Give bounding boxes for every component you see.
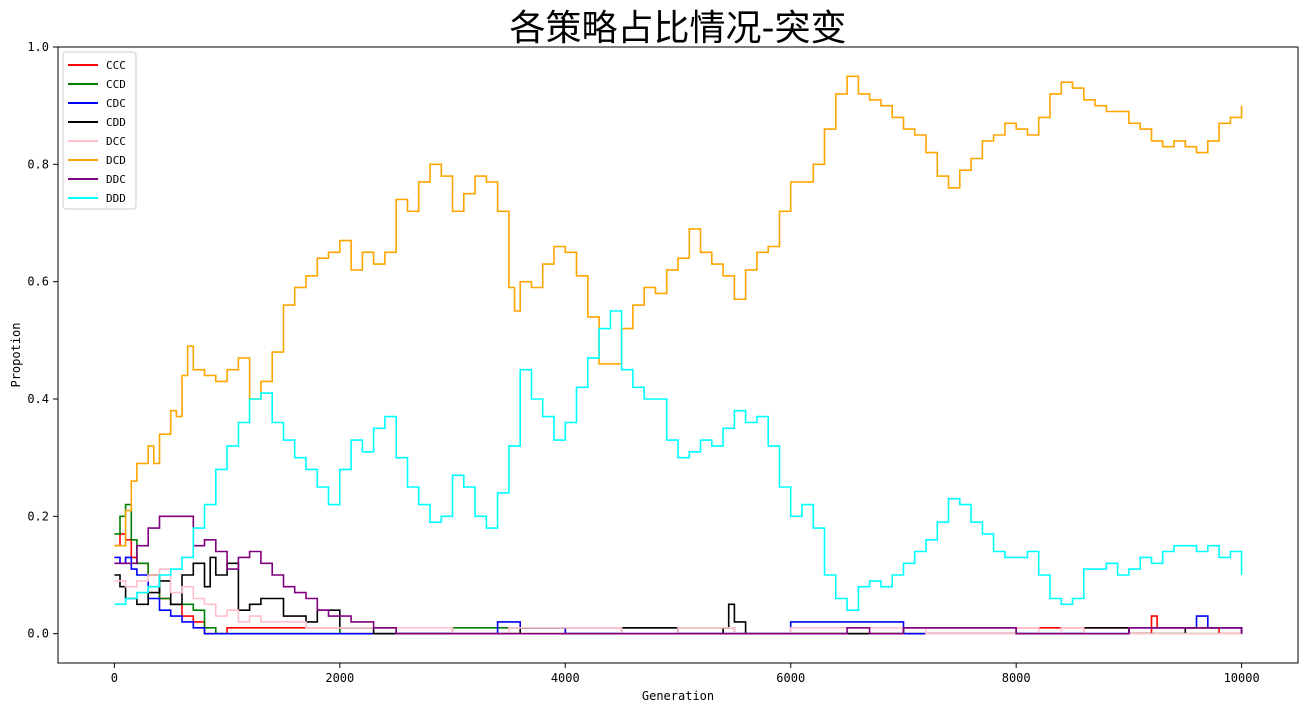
series-line-ddc: [114, 515, 1243, 635]
y-axis-label: Propotion: [9, 322, 23, 387]
x-tick-label: 8000: [1002, 671, 1031, 685]
x-tick-label: 2000: [325, 671, 354, 685]
legend-label-dcd: DCD: [106, 154, 126, 167]
y-tick-label: 0.2: [27, 509, 49, 523]
series-line-ddd: [114, 310, 1243, 611]
y-tick-label: 1.0: [27, 40, 49, 54]
plot-area: [57, 46, 1299, 664]
x-axis-label: Generation: [642, 689, 714, 703]
series-line-dcc: [114, 568, 1242, 635]
series-line-dcd: [114, 75, 1243, 547]
series-lines: [114, 75, 1243, 635]
legend-label-cdc: CDC: [106, 97, 126, 110]
x-tick-label: 4000: [551, 671, 580, 685]
y-tick-label: 0.8: [27, 157, 49, 171]
y-axis: 0.0 0.2 0.4 0.6 0.8 1.0: [27, 40, 58, 641]
x-tick-label: 10000: [1224, 671, 1260, 685]
legend: CCC CCD CDC CDD DCC DCD DDC DDD: [62, 51, 137, 210]
y-tick-label: 0.6: [27, 275, 49, 289]
legend-label-dcc: DCC: [106, 135, 126, 148]
x-tick-label: 0: [111, 671, 118, 685]
y-tick-label: 0.0: [27, 627, 49, 641]
chart-title: 各策略占比情况-突变: [510, 8, 847, 49]
x-axis: 0 2000 4000 6000 8000 10000: [111, 663, 1260, 685]
legend-label-cdd: CDD: [106, 116, 126, 129]
legend-label-ddd: DDD: [106, 192, 126, 205]
y-tick-label: 0.4: [27, 392, 49, 406]
x-tick-label: 6000: [776, 671, 805, 685]
legend-label-ccd: CCD: [106, 78, 126, 91]
legend-box: [62, 51, 137, 210]
legend-label-ddc: DDC: [106, 173, 126, 186]
legend-label-ccc: CCC: [106, 59, 126, 72]
